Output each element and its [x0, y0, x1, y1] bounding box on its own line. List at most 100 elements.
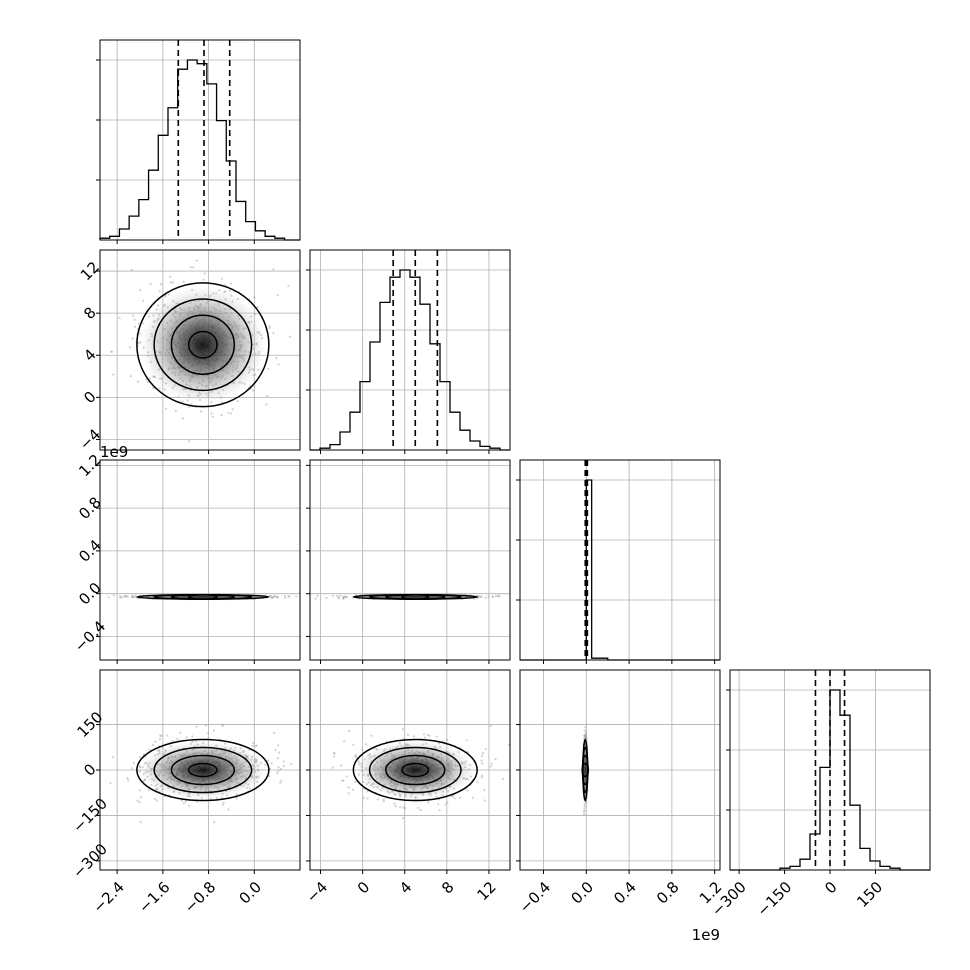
sample-point [584, 734, 588, 737]
sample-point [265, 403, 268, 406]
sample-point [149, 282, 152, 285]
sample-point [185, 736, 188, 739]
sample-point [276, 757, 279, 760]
sample-point [132, 761, 135, 765]
sample-point [112, 373, 115, 376]
sample-point [423, 736, 427, 739]
sample-point [166, 734, 169, 737]
sample-point [583, 807, 586, 810]
sample-point [419, 808, 422, 811]
sample-point [325, 596, 328, 600]
scatter-points [331, 724, 542, 820]
sample-point [276, 744, 280, 747]
sample-point [283, 594, 286, 598]
sample-point [142, 322, 145, 325]
x-tick-label: 0.0 [235, 878, 265, 908]
sample-point [270, 762, 273, 765]
sample-point [109, 781, 112, 785]
sample-point [480, 759, 483, 762]
sample-point [490, 762, 493, 766]
sample-point [583, 804, 586, 808]
scatter-points [107, 593, 298, 601]
sample-point [428, 734, 431, 737]
panel-frame [309, 459, 511, 661]
x-tick-label: 150 [853, 878, 886, 911]
sample-point [403, 807, 407, 810]
sample-point [314, 597, 317, 600]
sample-point [331, 594, 335, 597]
density-fill [140, 285, 266, 404]
sample-point [188, 440, 191, 443]
sample-point [295, 595, 298, 598]
sample-point [501, 777, 505, 780]
sample-point [159, 283, 163, 286]
sample-point [126, 595, 129, 598]
sample-point [584, 734, 587, 738]
x-tick-label: 0.0 [567, 878, 597, 908]
sample-point [221, 401, 224, 404]
sample-point [354, 780, 357, 784]
sample-point [481, 752, 485, 755]
density-fill [140, 740, 266, 800]
density-contour [187, 330, 218, 359]
sample-point [426, 733, 429, 737]
sample-point [139, 820, 142, 823]
x-tick-label: −1.6 [135, 878, 173, 916]
sample-point [497, 593, 500, 597]
sample-point [189, 266, 192, 269]
sample-point [342, 595, 346, 598]
sample-point [282, 765, 285, 768]
sample-point [480, 776, 483, 779]
sample-point [412, 735, 416, 738]
sample-point [354, 753, 357, 757]
sample-point [268, 326, 271, 330]
sample-point [476, 781, 479, 784]
sample-point [253, 385, 256, 388]
sample-point [265, 394, 269, 398]
density-contour [153, 746, 253, 794]
sample-point [164, 407, 167, 410]
sample-point [347, 792, 350, 795]
sample-point [231, 408, 234, 411]
sample-point [444, 803, 447, 806]
sample-point [131, 595, 134, 598]
sample-point [151, 743, 155, 747]
x-tick-label: 0.8 [653, 878, 683, 908]
sample-point [487, 595, 490, 598]
x-tick-label: 0 [354, 878, 373, 897]
sample-point [192, 266, 195, 269]
sample-point [139, 289, 142, 292]
sample-point [139, 796, 143, 799]
sample-point [287, 595, 290, 598]
sample-point [271, 596, 274, 599]
sample-point [584, 801, 587, 804]
density-contour [352, 738, 478, 802]
sample-point [220, 277, 224, 280]
sample-point [160, 734, 163, 737]
x-tick-label: 8 [438, 878, 457, 897]
sample-point [199, 410, 203, 413]
sample-point [275, 356, 278, 360]
sample-point [406, 733, 410, 737]
sample-point [180, 799, 183, 802]
sample-point [582, 810, 586, 813]
sample-point [583, 809, 586, 812]
sample-point [306, 754, 308, 756]
sample-point [130, 767, 133, 770]
sample-point [277, 770, 280, 773]
sample-point [253, 296, 256, 299]
sample-point [255, 744, 258, 747]
sample-point [282, 760, 285, 763]
sample-point [210, 412, 213, 415]
sample-point [401, 816, 405, 820]
sample-point [382, 798, 385, 801]
sample-point [540, 756, 542, 758]
density-contour [187, 762, 218, 778]
sample-point [480, 762, 484, 765]
panel-frame [99, 459, 301, 661]
sample-point [195, 259, 198, 262]
sample-point [484, 596, 487, 599]
sample-point [491, 595, 494, 598]
sample-point [348, 729, 351, 733]
sample-point [401, 728, 405, 731]
